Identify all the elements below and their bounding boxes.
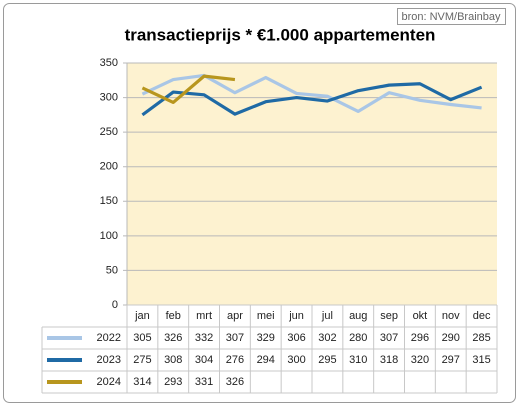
table-value: 331: [195, 376, 213, 388]
x-tick-label: aug: [349, 310, 367, 322]
table-value: 300: [287, 354, 305, 366]
table-value: 326: [164, 332, 182, 344]
y-tick-label: 350: [100, 57, 118, 69]
line-series: [141, 73, 482, 113]
table-value: 307: [380, 332, 398, 344]
table-value: 304: [195, 354, 213, 366]
y-tick-label: 150: [100, 195, 118, 207]
table-value: 307: [226, 332, 244, 344]
table-value: 285: [472, 332, 490, 344]
legend-label: 2024: [97, 376, 121, 388]
line-series: [141, 74, 236, 105]
x-tick-label: mei: [257, 310, 275, 322]
legend-label: 2023: [97, 354, 121, 366]
table-value: 297: [442, 354, 460, 366]
x-tick-label: jun: [288, 310, 304, 322]
table-value: 295: [318, 354, 336, 366]
x-tick-label: okt: [413, 310, 428, 322]
table-value: 296: [411, 332, 429, 344]
source-box: [397, 8, 506, 25]
x-tick-label: jan: [134, 310, 150, 322]
table-value: 332: [195, 332, 213, 344]
y-tick-label: 300: [100, 91, 118, 103]
table-value: 314: [133, 376, 151, 388]
table-value: 290: [442, 332, 460, 344]
chart-title: transactieprijs * €1.000 appartementen: [125, 25, 436, 44]
table-value: 276: [226, 354, 244, 366]
table-value: 326: [226, 376, 244, 388]
table-value: 280: [349, 332, 367, 344]
source: bron: NVM/Brainbay: [401, 11, 501, 23]
y-tick-label: 100: [100, 230, 118, 242]
table-value: 320: [411, 354, 429, 366]
y-tick-label: 0: [112, 299, 118, 311]
line-series: [141, 82, 483, 117]
x-tick-label: jul: [321, 310, 333, 322]
table-value: 329: [257, 332, 275, 344]
x-tick-label: mrt: [196, 310, 212, 322]
x-tick-label: dec: [473, 310, 491, 322]
table-value: 293: [164, 376, 182, 388]
table-value: 310: [349, 354, 367, 366]
table-value: 318: [380, 354, 398, 366]
y-tick-label: 250: [100, 126, 118, 138]
x-tick-label: nov: [442, 310, 460, 322]
table-value: 294: [257, 354, 275, 366]
legend-label: 2022: [97, 332, 121, 344]
table-value: 306: [287, 332, 305, 344]
table-value: 315: [472, 354, 490, 366]
x-tick-label: feb: [166, 310, 181, 322]
y-tick-label: 200: [100, 161, 118, 173]
y-tick-label: 50: [106, 264, 118, 276]
table-value: 275: [133, 354, 151, 366]
table-value: 302: [318, 332, 336, 344]
x-tick-label: sep: [380, 310, 398, 322]
table-value: 308: [164, 354, 182, 366]
table-value: 305: [133, 332, 151, 344]
x-tick-label: apr: [227, 310, 243, 322]
